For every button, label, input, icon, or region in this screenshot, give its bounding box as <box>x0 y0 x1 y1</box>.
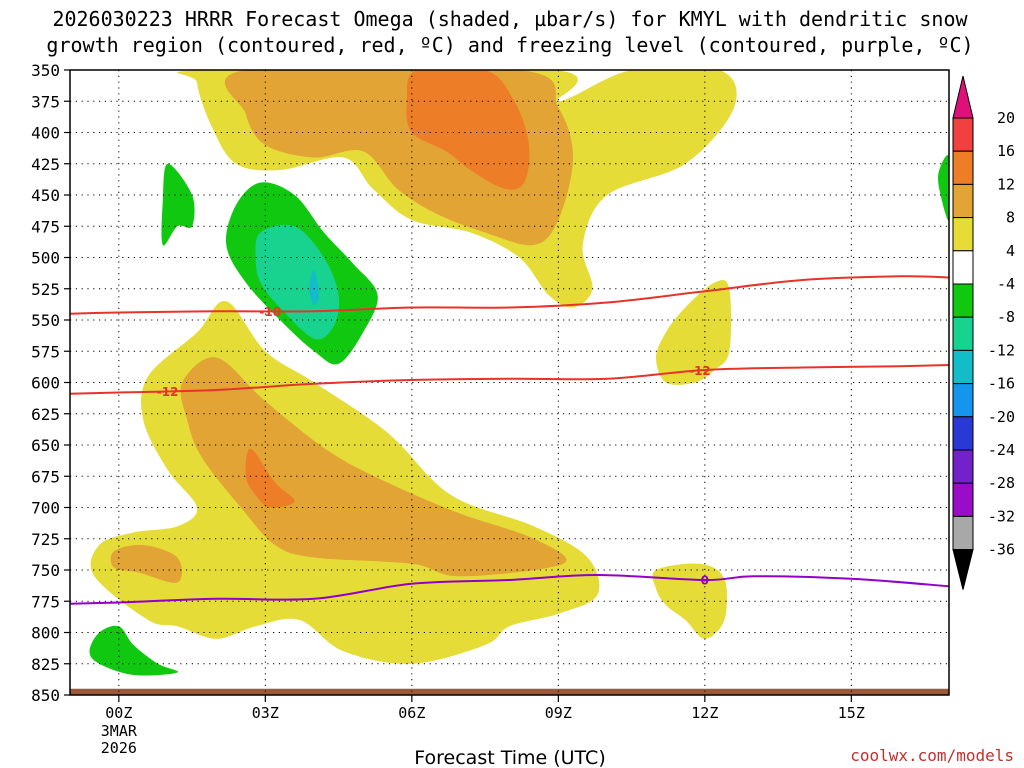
omega-region-12 <box>309 269 319 306</box>
dgz-top-line <box>70 275 949 315</box>
x-tick-label: 15Z <box>838 704 865 722</box>
chart-title-line2: growth region (contoured, red, ºC) and f… <box>46 33 973 57</box>
y-tick-label: 675 <box>31 467 60 486</box>
colorbar-label: -24 <box>988 441 1015 459</box>
x-tick-label: 03Z <box>252 704 279 722</box>
colorbar-swatch <box>952 117 974 152</box>
dgz-bottom-line <box>70 364 949 395</box>
x-tick-label: 00Z <box>105 704 132 722</box>
omega-region-2 <box>406 70 530 190</box>
colorbar-swatch <box>952 283 974 318</box>
colorbar-label: -12 <box>988 341 1015 359</box>
y-tick-label: 400 <box>31 124 60 143</box>
colorbar-swatch <box>952 515 974 551</box>
colorbar-label: -4 <box>997 275 1015 293</box>
x-tick-label: 12Z <box>691 704 718 722</box>
y-axis: 350 375 400 425 450 475 500 525 550 575 600 625 650 6… <box>31 61 70 705</box>
terrain <box>70 688 949 695</box>
colorbar-swatch <box>952 416 974 451</box>
colorbar-swatch <box>952 316 974 351</box>
x-tick-label: 09Z <box>545 704 572 722</box>
y-tick-label: 600 <box>31 374 60 393</box>
colorbar-over-triangle <box>952 75 974 119</box>
y-tick-label: 650 <box>31 436 60 455</box>
chart-title-line1: 2026030223 HRRR Forecast Omega (shaded, … <box>52 7 968 31</box>
colorbar-swatch <box>952 383 974 418</box>
colorbar-swatch <box>952 349 974 385</box>
colorbar-label: 16 <box>997 142 1015 160</box>
colorbar-label: 8 <box>1006 209 1015 227</box>
colorbar-label: 12 <box>997 175 1015 193</box>
y-tick-label: 850 <box>31 686 60 705</box>
y-tick-label: 800 <box>31 624 60 643</box>
y-tick-label: 475 <box>31 217 60 236</box>
colorbar-swatch <box>952 183 974 219</box>
dgz-top-label-0: -18 <box>259 305 281 319</box>
x-date-label: 3MAR <box>101 722 138 740</box>
terrain-strip <box>70 688 949 695</box>
colorbar-label: 4 <box>1006 242 1015 260</box>
colorbar-label: -20 <box>988 408 1015 426</box>
colorbar: 20 16 12 8 4 -4 -8 -12 -16 -20 -24 -28 -32 -36 <box>952 75 1015 590</box>
omega-region-9 <box>161 163 195 246</box>
contours: -18 -12 -12 0 <box>70 275 949 605</box>
omega-region-4 <box>180 357 567 577</box>
colorbar-swatch <box>952 150 974 185</box>
dgz-bottom-label-0: -12 <box>157 385 179 399</box>
y-tick-label: 550 <box>31 311 60 330</box>
y-tick-label: 825 <box>31 655 60 674</box>
credit-link[interactable]: coolwx.com/models <box>850 746 1014 765</box>
y-tick-label: 625 <box>31 405 60 424</box>
omega-region-5 <box>110 544 182 583</box>
x-tick-label: 06Z <box>398 704 425 722</box>
y-tick-label: 575 <box>31 342 60 361</box>
colorbar-label: -28 <box>988 474 1015 492</box>
y-tick-label: 350 <box>31 61 60 80</box>
freezing-level-line <box>70 573 949 605</box>
colorbar-label: -16 <box>988 375 1015 393</box>
x-axis-label: Forecast Time (UTC) <box>414 747 605 768</box>
colorbar-swatch <box>952 482 974 517</box>
y-tick-label: 775 <box>31 592 60 611</box>
colorbar-label: 20 <box>997 109 1015 127</box>
omega-region-14 <box>89 625 179 676</box>
omega-region-7 <box>656 280 732 385</box>
colorbar-swatch <box>952 250 974 285</box>
omega-region-13 <box>938 155 949 221</box>
omega-region-6 <box>245 448 295 508</box>
y-tick-label: 725 <box>31 530 60 549</box>
colorbar-swatch <box>952 449 974 484</box>
y-tick-label: 375 <box>31 92 60 111</box>
colorbar-label: -8 <box>997 308 1015 326</box>
omega-region-8 <box>652 563 728 639</box>
colorbar-label: -36 <box>988 541 1015 559</box>
y-tick-label: 750 <box>31 561 60 580</box>
y-tick-label: 425 <box>31 155 60 174</box>
y-tick-label: 500 <box>31 249 60 268</box>
y-tick-label: 525 <box>31 280 60 299</box>
freezing-level-label-0: 0 <box>701 574 709 588</box>
y-tick-label: 700 <box>31 499 60 518</box>
omega-shading <box>89 70 949 676</box>
dgz-bottom-label-1: -12 <box>689 364 711 378</box>
y-tick-label: 450 <box>31 186 60 205</box>
colorbar-label: -32 <box>988 507 1015 525</box>
colorbar-swatch <box>952 217 974 252</box>
x-date-label: 2026 <box>101 739 137 757</box>
colorbar-under-triangle <box>952 549 974 590</box>
